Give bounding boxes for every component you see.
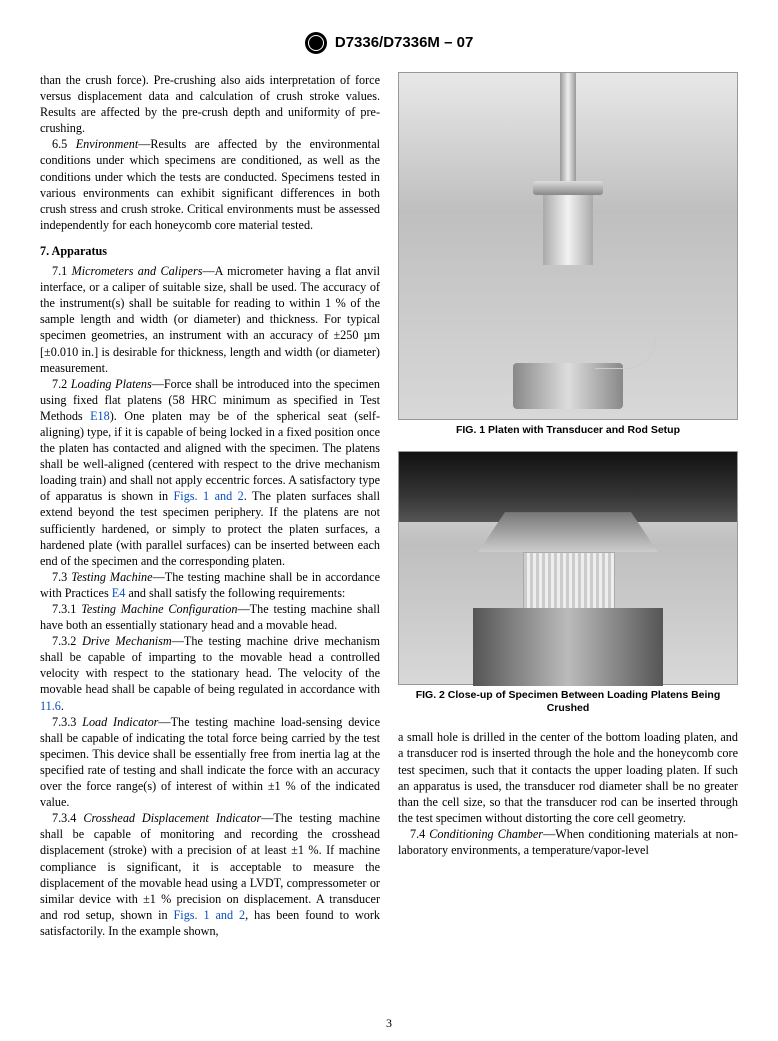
doc-header: D7336/D7336M – 07	[40, 32, 738, 54]
figure-2: FIG. 2 Close-up of Specimen Between Load…	[398, 451, 738, 715]
para-7-3-3: 7.3.3 Load Indicator—The testing machine…	[40, 714, 380, 811]
clause-body-b: .	[61, 699, 64, 713]
ref-link-e4[interactable]: E4	[112, 586, 126, 600]
clause-number: 7.2	[52, 377, 71, 391]
para-7-3-1: 7.3.1 Testing Machine Configuration—The …	[40, 601, 380, 633]
clause-number: 7.3.4	[52, 811, 83, 825]
clause-title: Drive Mechanism	[82, 634, 172, 648]
figure-1-image	[398, 72, 738, 420]
bottom-cylinder-icon	[473, 608, 663, 686]
clause-number: 7.1	[52, 264, 72, 278]
clause-number: 7.3.3	[52, 715, 82, 729]
clause-number: 7.3.2	[52, 634, 82, 648]
honeycomb-specimen-icon	[523, 552, 615, 610]
apparatus-rod-icon	[560, 73, 576, 183]
ref-link-figs12b[interactable]: Figs. 1 and 2	[174, 908, 246, 922]
clause-number: 7.3.1	[52, 602, 81, 616]
apparatus-wire-icon	[595, 338, 656, 369]
clause-title: Crosshead Displacement Indicator	[83, 811, 261, 825]
two-column-body: than the crush force). Pre-crushing also…	[40, 72, 738, 939]
clause-number: 7.3	[52, 570, 71, 584]
apparatus-disk-icon	[533, 181, 603, 195]
section-7-heading: 7. Apparatus	[40, 243, 380, 259]
clause-body: —Results are affected by the environment…	[40, 137, 380, 231]
left-column: than the crush force). Pre-crushing also…	[40, 72, 380, 939]
clause-title: Testing Machine	[71, 570, 152, 584]
clause-title: Loading Platens	[71, 377, 152, 391]
clause-title: Load Indicator	[82, 715, 158, 729]
top-platen-icon	[399, 452, 737, 522]
clause-title: Conditioning Chamber	[429, 827, 543, 841]
ref-link-11-6[interactable]: 11.6	[40, 699, 61, 713]
clause-title: Testing Machine Configuration	[81, 602, 237, 616]
platen-cone-icon	[478, 512, 658, 552]
figure-2-caption: FIG. 2 Close-up of Specimen Between Load…	[398, 689, 738, 715]
figure-2-image	[398, 451, 738, 685]
page-number: 3	[0, 1016, 778, 1031]
doc-designation: D7336/D7336M – 07	[335, 34, 473, 51]
figure-1: FIG. 1 Platen with Transducer and Rod Se…	[398, 72, 738, 437]
clause-title: Micrometers and Calipers	[72, 264, 203, 278]
para-continuation: than the crush force). Pre-crushing also…	[40, 72, 380, 136]
right-column: FIG. 1 Platen with Transducer and Rod Se…	[398, 72, 738, 939]
para-7-3-2: 7.3.2 Drive Mechanism—The testing machin…	[40, 633, 380, 713]
para-7-4: 7.4 Conditioning Chamber—When conditioni…	[398, 826, 738, 858]
astm-logo-icon	[305, 32, 327, 54]
apparatus-cylinder-icon	[543, 195, 593, 265]
para-7-2: 7.2 Loading Platens—Force shall be intro…	[40, 376, 380, 569]
page: D7336/D7336M – 07 than the crush force).…	[0, 0, 778, 1041]
para-7-3-4: 7.3.4 Crosshead Displacement Indicator—T…	[40, 810, 380, 939]
clause-number: 6.5	[52, 137, 76, 151]
para-continuation-right: a small hole is drilled in the center of…	[398, 729, 738, 826]
para-6-5: 6.5 Environment—Results are affected by …	[40, 136, 380, 233]
clause-body-b: and shall satisfy the following requirem…	[125, 586, 345, 600]
clause-body: —A micrometer having a flat anvil interf…	[40, 264, 380, 375]
clause-title: Environment	[76, 137, 139, 151]
apparatus-base-icon	[513, 363, 623, 409]
ref-link-e18[interactable]: E18	[90, 409, 110, 423]
ref-link-figs12[interactable]: Figs. 1 and 2	[174, 489, 244, 503]
para-7-3: 7.3 Testing Machine—The testing machine …	[40, 569, 380, 601]
figure-1-caption: FIG. 1 Platen with Transducer and Rod Se…	[398, 424, 738, 437]
clause-number: 7.4	[410, 827, 429, 841]
para-7-1: 7.1 Micrometers and Calipers—A micromete…	[40, 263, 380, 376]
clause-body-a: —The testing machine shall be capable of…	[40, 811, 380, 922]
